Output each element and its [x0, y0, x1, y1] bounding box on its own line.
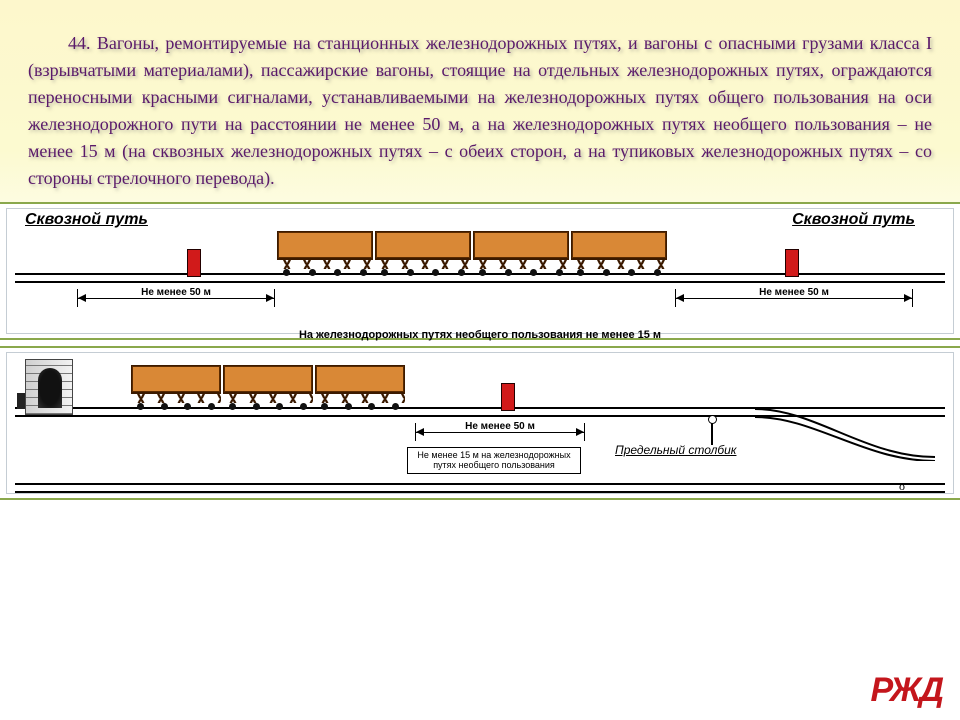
through-track-label-left: Сквозной путь — [25, 211, 148, 229]
rails-top — [15, 273, 945, 285]
dimension-left: Не менее 50 м — [77, 289, 275, 307]
dimension-left-label: Не менее 50 м — [139, 287, 213, 298]
dimension-row-1: Не менее 50 м Не менее 50 м — [15, 289, 945, 315]
railcar — [131, 365, 221, 411]
dimension-right: Не менее 50 м — [675, 289, 913, 307]
note-15m: Не менее 15 м на железнодорожных путях н… — [407, 447, 581, 474]
rzd-logo-text: РЖД — [871, 671, 942, 709]
dimension-row-2: Не менее 50 м Не менее 15 м на железнодо… — [15, 423, 945, 477]
railcar — [473, 231, 569, 277]
regulation-paragraph: 44. Вагоны, ремонтируемые на станционных… — [0, 0, 960, 202]
rails-deadend-lower: o — [15, 483, 945, 495]
diagram1-caption: На железнодорожных путях необщего пользо… — [15, 329, 945, 341]
railcar-group-2 — [131, 365, 405, 411]
dimension-right-label: Не менее 50 м — [757, 287, 831, 298]
railcar — [277, 231, 373, 277]
limit-post-label: Предельный столбик — [615, 443, 736, 457]
rails-deadend-upper — [15, 407, 945, 419]
dimension-deadend: Не менее 50 м — [415, 423, 585, 441]
through-track-label-right: Сквозной путь — [792, 211, 915, 229]
switch-point-marker: o — [899, 479, 905, 494]
railcar-group-1 — [277, 231, 667, 277]
railcar — [571, 231, 667, 277]
signal-left — [187, 249, 201, 277]
railcar — [223, 365, 313, 411]
dimension-deadend-label: Не менее 50 м — [463, 421, 537, 432]
railcar — [315, 365, 405, 411]
signal-deadend — [501, 383, 515, 411]
signal-right — [785, 249, 799, 277]
diagram-deadend-track: Не менее 50 м Не менее 15 м на железнодо… — [0, 346, 960, 500]
railcar — [375, 231, 471, 277]
tunnel-wall-icon — [25, 359, 73, 415]
diagram-through-track: Сквозной путь Сквозной путь Не менее 50 … — [0, 202, 960, 340]
rzd-logo: РЖД — [871, 671, 942, 710]
note-15m-text: Не менее 15 м на железнодорожных путях н… — [417, 450, 570, 470]
